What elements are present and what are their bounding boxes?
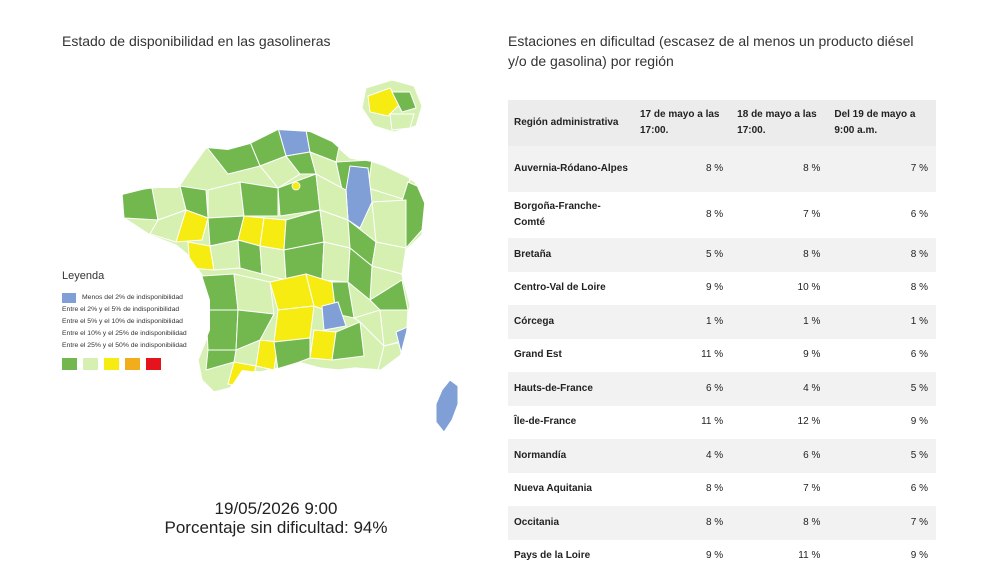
region-cell: Auvernia-Ródano-Alpes (508, 146, 634, 192)
value-cell-d19: 5 % (828, 439, 936, 473)
value-cell-d18: 4 % (731, 372, 829, 406)
col-header-region: Región administrativa (508, 100, 634, 146)
value-cell-d17: 11 % (634, 405, 732, 439)
region-cell: Hauts-de-France (508, 372, 634, 406)
value-cell-d18: 11 % (731, 539, 829, 573)
table-row: Centro-Val de Loire 9 % 10 % 8 % (508, 271, 936, 305)
value-cell-d18: 6 % (731, 439, 829, 473)
value-cell-d18: 8 % (731, 506, 829, 540)
legend-row-4: Entre el 25% y el 50% de indisponibilida… (62, 340, 187, 352)
legend-row-3: Entre el 10% y el 25% de indisponibilida… (62, 328, 187, 340)
region-cell: Grand Est (508, 338, 634, 372)
regions-table: Región administrativa 17 de mayo a las 1… (508, 100, 936, 573)
region-cell: Normandía (508, 439, 634, 473)
legend-row-0: Menos del 2% de indisponibilidad (62, 292, 183, 304)
legend-swatch-yellow (104, 358, 119, 370)
inset-top-right (361, 79, 423, 133)
region-cell: Córcega (508, 305, 634, 339)
value-cell-d18: 7 % (731, 472, 829, 506)
table-row: Auvernia-Ródano-Alpes 8 % 8 % 7 % (508, 146, 936, 192)
timestamp: 19/05/2026 9:00 (214, 499, 338, 518)
map-legend: Leyenda Menos del 2% de indisponibilidad… (62, 270, 187, 370)
legend-label: Entre el 5% y el 10% de indisponibilidad (62, 318, 183, 325)
table-row: Bretaña 5 % 8 % 8 % (508, 238, 936, 272)
region-cell: Pays de la Loire (508, 539, 634, 573)
value-cell-d19: 5 % (828, 372, 936, 406)
value-cell-d17: 5 % (634, 238, 732, 272)
value-cell-d18: 8 % (731, 238, 829, 272)
value-cell-d18: 12 % (731, 405, 829, 439)
map-title: Estado de disponibilidad en las gasoline… (62, 33, 331, 49)
value-cell-d17: 9 % (634, 539, 732, 573)
value-cell-d18: 1 % (731, 305, 829, 339)
value-cell-d19: 6 % (828, 192, 936, 238)
table-row: Grand Est 11 % 9 % 6 % (508, 338, 936, 372)
region-cell: Île-de-France (508, 405, 634, 439)
value-cell-d18: 9 % (731, 338, 829, 372)
legend-label: Menos del 2% de indisponibilidad (82, 294, 183, 301)
region-cell: Occitania (508, 506, 634, 540)
value-cell-d17: 8 % (634, 472, 732, 506)
table-title: Estaciones en dificultad (escasez de al … (508, 33, 914, 69)
value-cell-d17: 11 % (634, 338, 732, 372)
table-row: Pays de la Loire 9 % 11 % 9 % (508, 539, 936, 573)
legend-label: Entre el 10% y el 25% de indisponibilida… (62, 330, 187, 337)
legend-swatches (62, 358, 161, 370)
paris-marker (291, 181, 301, 191)
table-header-row: Región administrativa 17 de mayo a las 1… (508, 100, 936, 146)
table-row: Nueva Aquitania 8 % 7 % 6 % (508, 472, 936, 506)
legend-label: Entre el 25% y el 50% de indisponibilida… (62, 342, 187, 349)
summary-percentage: Porcentaje sin dificultad: 94% (164, 518, 388, 537)
value-cell-d17: 6 % (634, 372, 732, 406)
table-row: Córcega 1 % 1 % 1 % (508, 305, 936, 339)
table-row: Île-de-France 11 % 12 % 9 % (508, 405, 936, 439)
col-header-d19: Del 19 de mayo a 9:00 a.m. (828, 100, 936, 146)
legend-swatch-blue (62, 293, 76, 303)
value-cell-d19: 6 % (828, 338, 936, 372)
table-row: Occitania 8 % 8 % 7 % (508, 506, 936, 540)
value-cell-d17: 8 % (634, 506, 732, 540)
region-cell: Borgoña-Franche-Comté (508, 192, 634, 238)
region-cell: Bretaña (508, 238, 634, 272)
value-cell-d19: 8 % (828, 271, 936, 305)
value-cell-d17: 8 % (634, 192, 732, 238)
corsica (435, 379, 459, 433)
value-cell-d19: 6 % (828, 472, 936, 506)
legend-label: Entre el 2% y el 5% de indisponibilidad (62, 306, 180, 313)
value-cell-d17: 1 % (634, 305, 732, 339)
france-map-svg (121, 79, 459, 433)
legend-title: Leyenda (62, 270, 105, 282)
value-cell-d19: 9 % (828, 405, 936, 439)
table-row: Normandía 4 % 6 % 5 % (508, 439, 936, 473)
value-cell-d17: 4 % (634, 439, 732, 473)
legend-swatch-orange (125, 358, 140, 370)
france-map (110, 70, 470, 440)
value-cell-d19: 9 % (828, 539, 936, 573)
value-cell-d18: 8 % (731, 146, 829, 192)
region-cell: Nueva Aquitania (508, 472, 634, 506)
value-cell-d19: 7 % (828, 146, 936, 192)
table-row: Borgoña-Franche-Comté 8 % 7 % 6 % (508, 192, 936, 238)
table-row: Hauts-de-France 6 % 4 % 5 % (508, 372, 936, 406)
value-cell-d19: 7 % (828, 506, 936, 540)
map-footer: 19/05/2026 9:00 Porcentaje sin dificulta… (100, 499, 452, 537)
value-cell-d18: 7 % (731, 192, 829, 238)
col-header-d18: 18 de mayo a las 17:00. (731, 100, 829, 146)
legend-row-2: Entre el 5% y el 10% de indisponibilidad (62, 316, 183, 328)
legend-row-1: Entre el 2% y el 5% de indisponibilidad (62, 304, 179, 316)
col-header-d17: 17 de mayo a las 17:00. (634, 100, 732, 146)
value-cell-d18: 10 % (731, 271, 829, 305)
legend-swatch-green (62, 358, 77, 370)
legend-swatch-red (146, 358, 161, 370)
legend-swatch-light-green (83, 358, 98, 370)
value-cell-d19: 8 % (828, 238, 936, 272)
value-cell-d17: 8 % (634, 146, 732, 192)
region-cell: Centro-Val de Loire (508, 271, 634, 305)
value-cell-d19: 1 % (828, 305, 936, 339)
value-cell-d17: 9 % (634, 271, 732, 305)
